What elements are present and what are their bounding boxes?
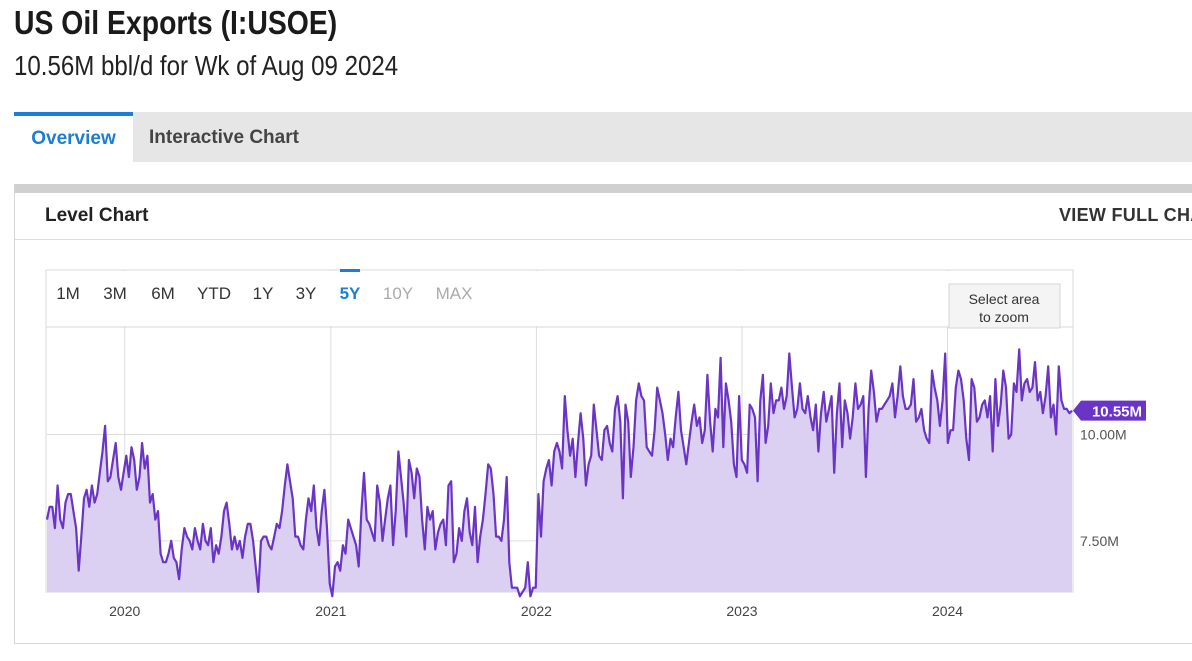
range-button-3y[interactable]: 3Y <box>296 284 317 303</box>
zoom-hint-line-1: Select area <box>969 291 1040 307</box>
x-tick-label: 2023 <box>726 603 757 619</box>
x-axis: 2020 2021 2022 2023 2024 <box>109 603 963 619</box>
last-value-marker: 10.55M <box>1073 400 1146 421</box>
range-button-6m[interactable]: 6M <box>151 284 175 303</box>
range-button-3m[interactable]: 3M <box>103 284 127 303</box>
zoom-hint: Select area to zoom <box>948 283 1061 329</box>
x-tick-label: 2021 <box>315 603 346 619</box>
range-button-10y: 10Y <box>383 284 413 303</box>
zoom-hint-line-2: to zoom <box>979 309 1029 325</box>
last-value-badge <box>1073 400 1146 421</box>
y-axis: 7.50M 10.00M <box>1080 426 1127 548</box>
card-header: Level Chart VIEW FULL CHART <box>15 193 1192 240</box>
range-button-1y[interactable]: 1Y <box>253 284 274 303</box>
x-tick-label: 2022 <box>521 603 552 619</box>
view-full-chart-link[interactable]: VIEW FULL CHART <box>1059 205 1192 225</box>
range-button-max: MAX <box>436 284 473 303</box>
card-title: Level Chart <box>45 205 149 226</box>
x-tick-label: 2020 <box>109 603 140 619</box>
series-line <box>45 348 1073 598</box>
tab-overview[interactable]: Overview <box>14 112 133 162</box>
range-button-5y[interactable]: 5Y <box>340 284 361 303</box>
page-title: US Oil Exports (I:USOE) <box>14 4 338 41</box>
range-selector: 1M 3M 6M YTD 1Y 3Y 5Y 10Y MAX <box>56 269 472 303</box>
range-button-1m[interactable]: 1M <box>56 284 80 303</box>
last-value-label: 10.55M <box>1092 404 1142 421</box>
page-subtitle: 10.56M bbl/d for Wk of Aug 09 2024 <box>14 50 399 81</box>
range-button-ytd[interactable]: YTD <box>197 284 231 303</box>
range-active-indicator <box>340 269 360 272</box>
y-tick-label: 10.00M <box>1080 426 1127 442</box>
series-layer <box>45 348 1073 598</box>
y-tick-label: 7.50M <box>1080 533 1119 549</box>
tab-interactive-chart[interactable]: Interactive Chart <box>149 127 299 148</box>
x-tick-label: 2024 <box>932 603 963 619</box>
tab-bar: Overview Interactive Chart <box>14 112 1192 162</box>
range-selector-bg <box>47 271 1072 326</box>
zoom-hint-box <box>948 283 1061 329</box>
